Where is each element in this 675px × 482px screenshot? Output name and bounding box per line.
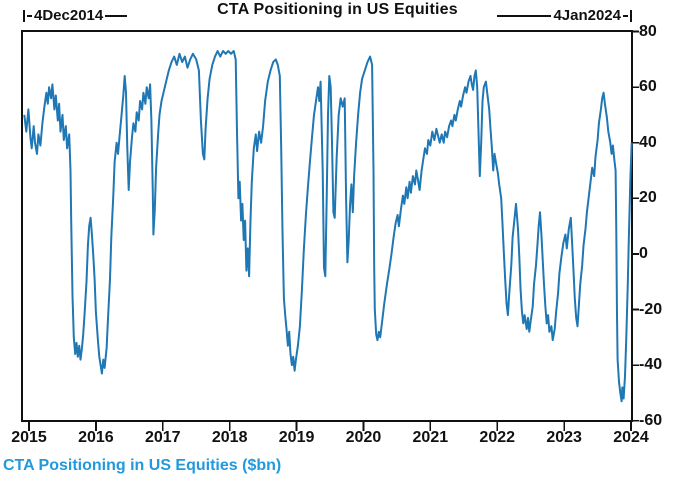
y-tick-label: 80 bbox=[639, 22, 657, 40]
data-line bbox=[23, 50, 633, 403]
range-start-label: 4Dec2014 bbox=[34, 7, 104, 24]
x-tick-label: 2017 bbox=[144, 429, 181, 446]
range-end-line bbox=[497, 14, 552, 17]
x-tick-label: 2023 bbox=[546, 429, 582, 446]
range-end-stub bbox=[623, 14, 628, 17]
annotation-range-start: 4Dec2014 bbox=[23, 7, 128, 24]
y-tick-label: -20 bbox=[639, 300, 663, 318]
x-tick-label: 2021 bbox=[412, 429, 449, 446]
y-tick-label: -60 bbox=[639, 411, 663, 429]
x-tick-label: 2024 bbox=[613, 429, 649, 446]
y-tick-label: 40 bbox=[639, 133, 657, 151]
range-end-label: 4Jan2024 bbox=[553, 7, 621, 24]
y-tick-label: 0 bbox=[639, 244, 648, 262]
x-tick-label: 2020 bbox=[345, 429, 382, 446]
x-tick-label: 2019 bbox=[278, 429, 315, 446]
range-start-line bbox=[105, 14, 128, 17]
y-tick-label: 20 bbox=[639, 189, 657, 207]
chart-frame bbox=[21, 30, 633, 422]
range-start-stub bbox=[27, 14, 32, 17]
x-tick-label: 2022 bbox=[479, 429, 516, 446]
range-start-cap bbox=[23, 9, 25, 22]
y-tick-label: -40 bbox=[639, 356, 663, 374]
x-tick-label: 2018 bbox=[211, 429, 248, 446]
footer-label: CTA Positioning in US Equities ($bn) bbox=[3, 457, 282, 474]
x-tick-label: 2016 bbox=[78, 429, 114, 446]
y-tick-label: 60 bbox=[639, 78, 657, 96]
chart-title: CTA Positioning in US Equities bbox=[217, 1, 458, 18]
x-tick-label: 2015 bbox=[11, 429, 47, 446]
range-end-cap bbox=[630, 9, 632, 22]
annotation-range-end: 4Jan2024 bbox=[497, 7, 632, 24]
